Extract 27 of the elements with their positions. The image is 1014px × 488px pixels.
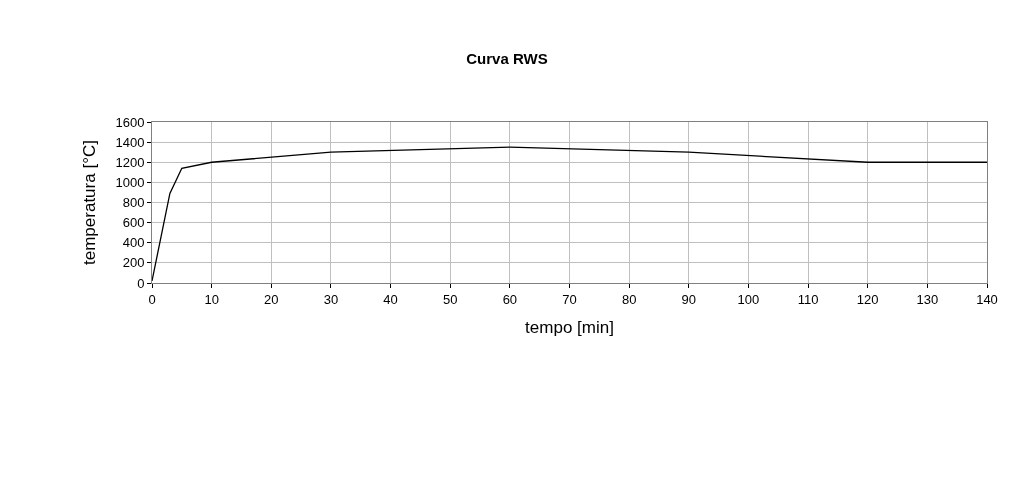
y-tick-label: 1400: [115, 134, 145, 150]
chart-title: Curva RWS: [466, 49, 548, 67]
y-tick-label: 0: [137, 275, 145, 291]
x-tick-label: 50: [442, 291, 458, 307]
y-tick-label: 1200: [115, 154, 145, 170]
y-tick-label: 400: [122, 235, 145, 251]
x-tick-label: 80: [621, 291, 637, 307]
y-tick-label: 200: [122, 255, 145, 271]
x-tick-label: 140: [976, 291, 998, 307]
y-tick-label: 800: [122, 195, 145, 211]
x-tick-label: 10: [204, 291, 219, 307]
y-tick-label: 1600: [115, 114, 145, 130]
x-tick-label: 90: [681, 291, 697, 307]
x-tick-label: 70: [562, 291, 577, 307]
x-tick-label: 30: [323, 291, 339, 307]
y-axis-title: temperatura [°C]: [80, 140, 100, 265]
x-axis-title: tempo [min]: [525, 318, 614, 337]
y-tick-label: 1000: [115, 174, 145, 190]
x-tick-label: 20: [264, 291, 279, 307]
y-tick-label: 600: [122, 215, 145, 231]
x-tick-label: 100: [737, 291, 760, 307]
x-tick-label: 60: [502, 291, 518, 307]
x-tick-label: 40: [383, 291, 398, 307]
x-tick-label: 120: [856, 291, 879, 307]
x-tick-label: 0: [148, 291, 156, 307]
x-tick-label: 110: [797, 291, 819, 307]
x-tick-label: 130: [916, 291, 939, 307]
